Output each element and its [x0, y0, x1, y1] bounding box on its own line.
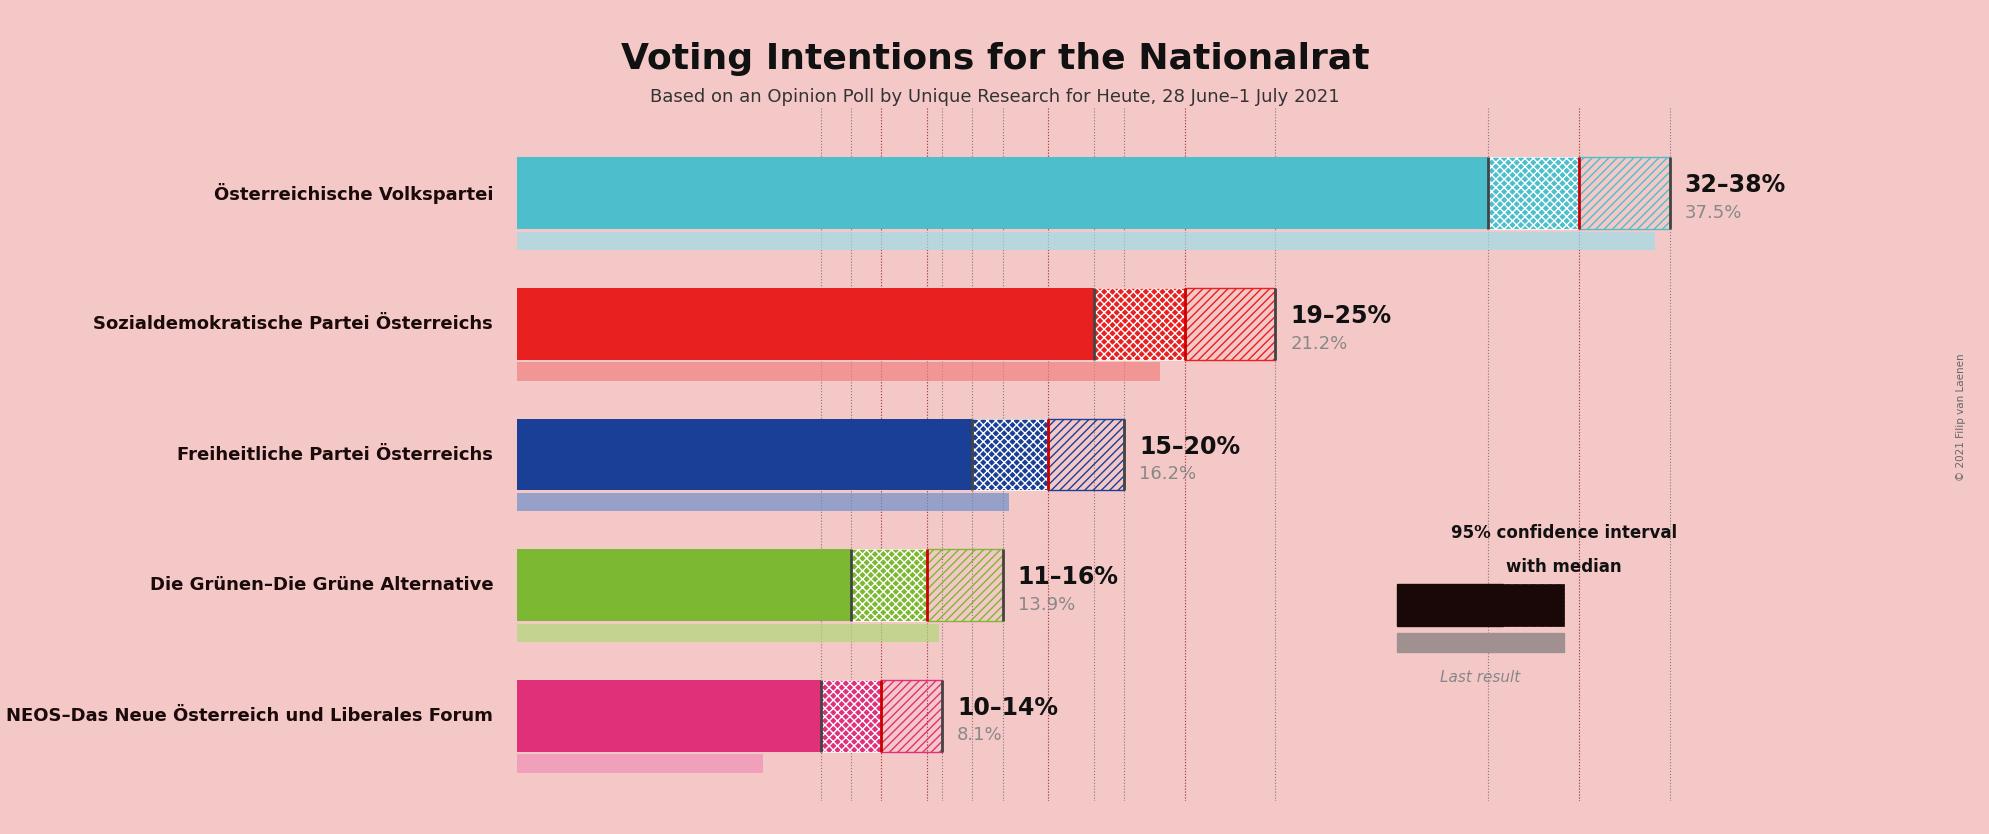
Bar	[1048, 419, 1124, 490]
Bar	[973, 419, 1048, 490]
Bar	[517, 493, 1008, 511]
Bar	[517, 419, 973, 490]
Text: Sozialdemokratische Partei Österreichs: Sozialdemokratische Partei Österreichs	[93, 315, 493, 333]
Text: 11–16%: 11–16%	[1016, 565, 1118, 590]
Text: Die Grünen–Die Grüne Alternative: Die Grünen–Die Grüne Alternative	[149, 576, 493, 594]
Bar	[517, 624, 939, 642]
Bar	[517, 754, 762, 772]
Bar	[1094, 288, 1183, 359]
Text: 19–25%: 19–25%	[1291, 304, 1390, 328]
Text: 37.5%: 37.5%	[1685, 203, 1740, 222]
Bar	[517, 158, 1488, 229]
Bar	[517, 680, 819, 751]
Bar	[517, 232, 1653, 250]
Bar	[1488, 158, 1577, 229]
Bar	[819, 680, 881, 751]
Bar	[517, 363, 1160, 381]
Text: Based on an Opinion Poll by Unique Research for Heute, 28 June–1 July 2021: Based on an Opinion Poll by Unique Resea…	[650, 88, 1339, 106]
Bar	[1183, 288, 1275, 359]
Text: Freiheitliche Partei Österreichs: Freiheitliche Partei Österreichs	[177, 445, 493, 464]
Bar	[1488, 158, 1577, 229]
Text: NEOS–Das Neue Österreich und Liberales Forum: NEOS–Das Neue Österreich und Liberales F…	[6, 706, 493, 725]
Bar	[851, 550, 927, 621]
Bar	[927, 550, 1002, 621]
Text: 16.2%: 16.2%	[1138, 465, 1195, 483]
Text: 95% confidence interval: 95% confidence interval	[1450, 524, 1677, 542]
Text: 15–20%: 15–20%	[1138, 435, 1239, 459]
Text: 13.9%: 13.9%	[1016, 595, 1074, 614]
Bar	[1094, 288, 1183, 359]
Text: 32–38%: 32–38%	[1685, 173, 1786, 198]
Bar	[1563, 584, 1609, 626]
Bar	[881, 680, 941, 751]
Bar	[1396, 584, 1502, 626]
Bar	[1396, 634, 1563, 651]
Bar	[517, 288, 1094, 359]
Text: Last result: Last result	[1440, 670, 1520, 685]
Bar	[517, 550, 851, 621]
Bar	[851, 550, 927, 621]
Text: Voting Intentions for the Nationalrat: Voting Intentions for the Nationalrat	[621, 42, 1368, 76]
Bar	[1502, 584, 1563, 626]
Text: © 2021 Filip van Laenen: © 2021 Filip van Laenen	[1955, 353, 1965, 481]
Text: 21.2%: 21.2%	[1291, 334, 1347, 353]
Text: 10–14%: 10–14%	[957, 696, 1058, 720]
Bar	[973, 419, 1048, 490]
Bar	[819, 680, 881, 751]
Text: with median: with median	[1506, 558, 1621, 576]
Bar	[1577, 158, 1669, 229]
Text: 8.1%: 8.1%	[957, 726, 1002, 744]
Text: Österreichische Volkspartei: Österreichische Volkspartei	[213, 183, 493, 203]
